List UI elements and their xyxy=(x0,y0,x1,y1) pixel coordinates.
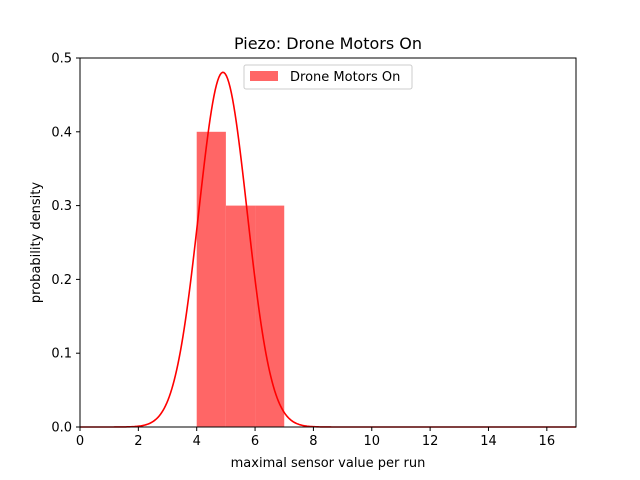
x-axis-label: maximal sensor value per run xyxy=(231,456,426,471)
x-tick-label: 0 xyxy=(76,434,84,449)
x-tick-label: 8 xyxy=(309,434,317,449)
y-axis-ticks: 0.0 0.1 0.2 0.3 0.4 0.5 xyxy=(51,52,80,436)
y-tick-label: 0.5 xyxy=(51,52,72,67)
y-tick-label: 0.3 xyxy=(51,199,72,214)
histogram-bar-0 xyxy=(196,131,226,428)
legend-box xyxy=(243,64,413,90)
x-axis-ticks: 0 2 4 6 8 10 12 14 16 xyxy=(76,427,555,449)
legend-swatch xyxy=(250,71,278,81)
x-tick-label: 16 xyxy=(539,434,556,449)
x-tick-label: 10 xyxy=(363,434,380,449)
x-tick-label: 12 xyxy=(422,434,439,449)
y-tick-label: 0.4 xyxy=(51,125,72,140)
x-tick-label: 14 xyxy=(480,434,497,449)
legend: Drone Motors On xyxy=(243,64,413,90)
x-tick-label: 4 xyxy=(193,434,201,449)
y-axis-label: probability density xyxy=(29,182,44,303)
x-tick-label: 2 xyxy=(134,434,142,449)
legend-entry-label: Drone Motors On xyxy=(290,70,400,85)
y-tick-label: 0.0 xyxy=(51,421,72,436)
y-tick-label: 0.1 xyxy=(51,347,72,362)
plot-frame xyxy=(79,57,577,428)
x-tick-label: 6 xyxy=(251,434,259,449)
chart-title: Piezo: Drone Motors On xyxy=(234,34,422,53)
y-tick-label: 0.2 xyxy=(51,273,72,288)
